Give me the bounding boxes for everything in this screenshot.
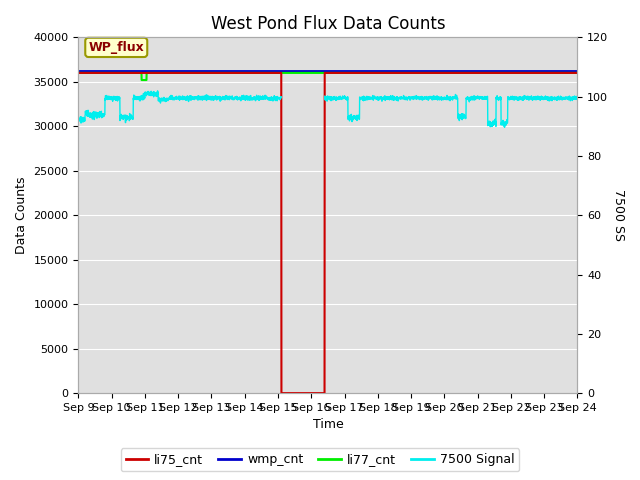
Line: li75_cnt: li75_cnt bbox=[79, 73, 577, 393]
li75_cnt bbox=[75, 70, 83, 76]
li77_cnt bbox=[266, 70, 274, 76]
li75_cnt bbox=[278, 390, 285, 396]
Y-axis label: Data Counts: Data Counts bbox=[15, 177, 28, 254]
li75_cnt bbox=[161, 70, 169, 76]
Title: West Pond Flux Data Counts: West Pond Flux Data Counts bbox=[211, 15, 445, 33]
li75_cnt bbox=[510, 70, 518, 76]
7500 Signal bbox=[161, 97, 169, 103]
li77_cnt bbox=[573, 70, 581, 76]
wmp_cnt bbox=[161, 68, 169, 74]
li75_cnt bbox=[288, 390, 296, 396]
li75_cnt bbox=[573, 70, 581, 76]
7500 Signal bbox=[75, 114, 83, 120]
7500 Signal bbox=[510, 96, 518, 102]
Text: WP_flux: WP_flux bbox=[88, 41, 144, 54]
X-axis label: Time: Time bbox=[312, 419, 343, 432]
Legend: li75_cnt, wmp_cnt, li77_cnt, 7500 Signal: li75_cnt, wmp_cnt, li77_cnt, 7500 Signal bbox=[120, 448, 520, 471]
Line: li77_cnt: li77_cnt bbox=[79, 73, 577, 80]
li77_cnt bbox=[75, 70, 83, 76]
li77_cnt bbox=[510, 70, 518, 76]
wmp_cnt bbox=[75, 68, 83, 74]
7500 Signal bbox=[573, 96, 581, 102]
7500 Signal bbox=[564, 96, 572, 101]
Y-axis label: 7500 SS: 7500 SS bbox=[612, 189, 625, 241]
wmp_cnt bbox=[266, 68, 274, 74]
wmp_cnt bbox=[510, 68, 518, 74]
wmp_cnt bbox=[564, 68, 572, 74]
wmp_cnt bbox=[573, 68, 581, 74]
li75_cnt bbox=[266, 70, 274, 76]
li77_cnt bbox=[564, 70, 572, 76]
7500 Signal bbox=[131, 96, 139, 102]
wmp_cnt bbox=[131, 68, 139, 74]
li75_cnt bbox=[564, 70, 572, 76]
Line: 7500 Signal: 7500 Signal bbox=[79, 91, 577, 127]
li75_cnt bbox=[131, 70, 139, 76]
li77_cnt bbox=[288, 70, 296, 76]
li77_cnt bbox=[161, 70, 169, 76]
li77_cnt bbox=[138, 77, 145, 83]
7500 Signal bbox=[266, 96, 274, 102]
wmp_cnt bbox=[287, 68, 295, 74]
li77_cnt bbox=[131, 70, 139, 76]
